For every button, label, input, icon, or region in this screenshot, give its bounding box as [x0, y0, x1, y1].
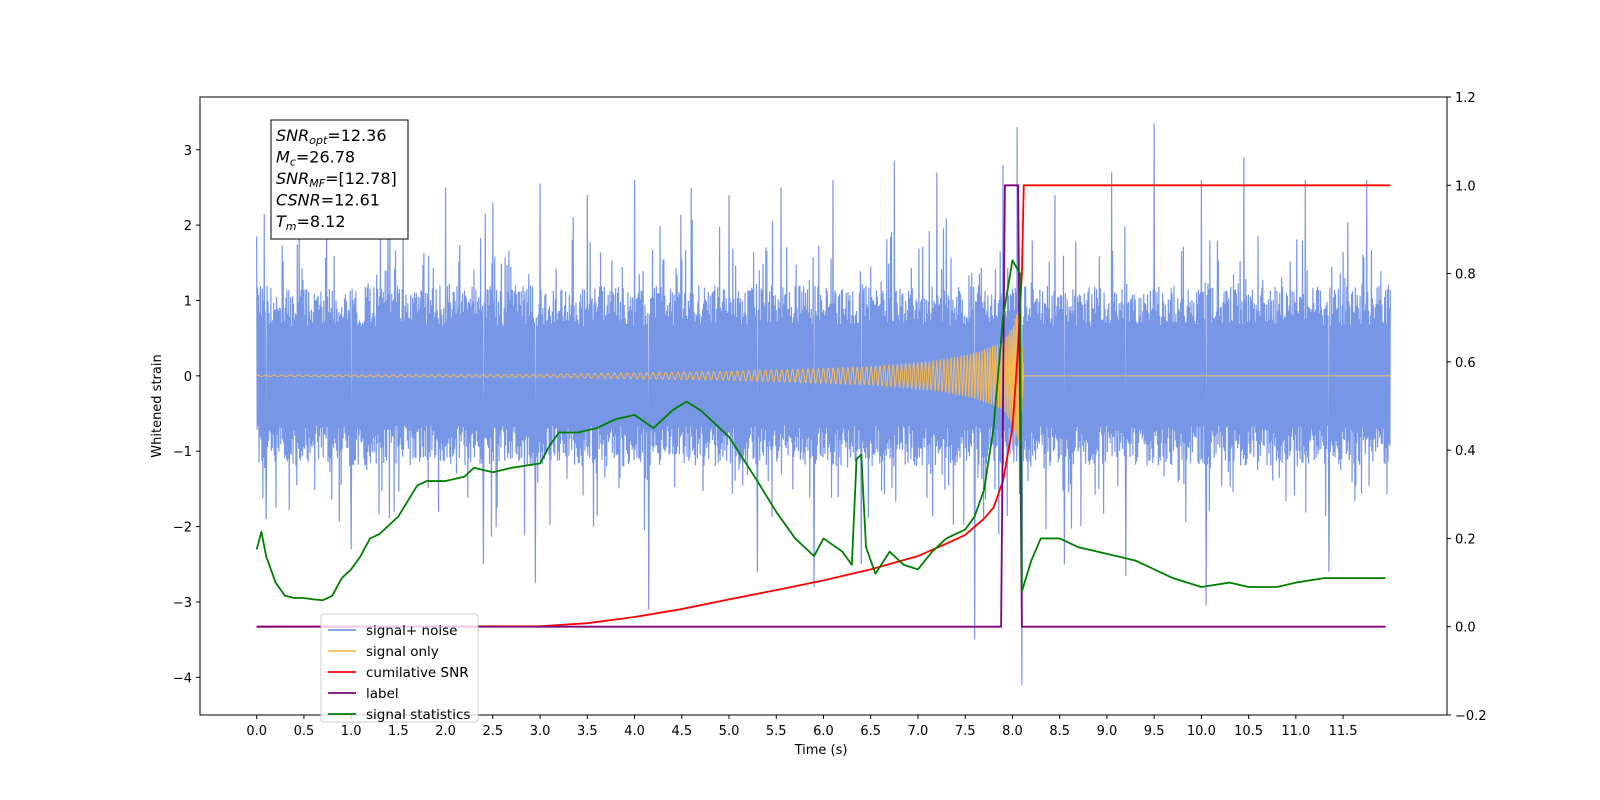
y-right-tick-label: −0.2: [1455, 709, 1487, 724]
stats-subscript: opt: [309, 134, 328, 147]
stats-symbol: SNR: [276, 126, 309, 145]
legend-items: signal+ noise signal only cumilative SNR la…: [328, 623, 470, 723]
x-tick-label: 4.5: [671, 724, 692, 739]
stats-line: CSNR=12.61: [276, 191, 380, 210]
stats-symbol: CSNR: [276, 191, 321, 210]
stats-box-frame: [270, 119, 409, 240]
legend-label: signal only: [366, 644, 439, 660]
stats-symbol: T: [276, 212, 287, 231]
x-tick-label: 10.5: [1234, 724, 1263, 739]
stats-subscript: MF: [309, 177, 325, 190]
x-tick-label: 11.5: [1329, 724, 1358, 739]
stats-line: SNRopt=12.36: [276, 126, 387, 147]
y-left-tick-label: −2: [173, 521, 192, 536]
x-tick-label: 6.0: [813, 724, 834, 739]
y-left-tick-label: −1: [173, 445, 192, 460]
stats-value: =[12.78]: [325, 169, 397, 188]
x-tick-label: 4.0: [624, 724, 645, 739]
y-right-axis-ticks: 1.2 1.0 0.8 0.6 0.4 0.2 0.0 −0.2: [1447, 91, 1487, 724]
y-left-tick-label: 3: [184, 144, 192, 159]
x-tick-label: 2.5: [483, 724, 504, 739]
stats-value: =8.12: [297, 212, 346, 231]
x-tick-label: 8.0: [1002, 724, 1023, 739]
stats-subscript: m: [286, 220, 297, 233]
x-tick-label: 10.0: [1187, 724, 1216, 739]
stats-line: Mc=26.78: [276, 148, 355, 169]
legend-label: label: [366, 686, 399, 702]
y-right-tick-label: 0.4: [1455, 444, 1476, 459]
series-layer: [255, 123, 1391, 685]
x-tick-label: 11.0: [1281, 724, 1310, 739]
stats-symbol: SNR: [276, 169, 309, 188]
stats-value: =12.36: [327, 126, 386, 145]
y-right-tick-label: 1.0: [1455, 179, 1476, 194]
x-tick-label: 0.5: [294, 724, 315, 739]
stats-line: Tm=8.12: [276, 212, 346, 233]
x-axis-label: Time (s): [794, 743, 848, 758]
y-left-tick-label: −4: [173, 671, 192, 686]
legend-label: signal statistics: [366, 707, 470, 723]
stats-line: SNRMF=[12.78]: [276, 169, 397, 190]
legend: signal+ noise signal only cumilative SNR la…: [320, 613, 479, 723]
stats-value: =12.61: [321, 191, 380, 210]
x-tick-label: 5.5: [766, 724, 787, 739]
x-tick-label: 3.5: [577, 724, 598, 739]
stats-subscript: c: [290, 156, 296, 169]
y-left-axis-ticks: 3 2 1 0 −1 −2 −3 −4: [173, 144, 200, 686]
y-right-tick-label: 0.0: [1455, 621, 1476, 636]
y-right-tick-label: 0.8: [1455, 268, 1476, 283]
x-tick-label: 0.0: [246, 724, 267, 739]
x-tick-label: 7.5: [955, 724, 976, 739]
x-tick-label: 6.5: [860, 724, 881, 739]
stats-annotation-box: SNRopt=12.36Mc=26.78SNRMF=[12.78]CSNR=12…: [270, 119, 409, 240]
legend-label: signal+ noise: [366, 623, 457, 639]
x-tick-label: 3.0: [530, 724, 551, 739]
stats-symbol: M: [276, 148, 290, 167]
series-signal-noise: [256, 123, 1391, 685]
y-right-tick-label: 0.6: [1455, 356, 1476, 371]
y-left-tick-label: 0: [184, 370, 192, 385]
x-tick-label: 2.0: [435, 724, 456, 739]
x-axis-ticks: 0.0 0.5 1.0 1.5 2.0 2.5 3.0 3.5 4.0 4.5 5.0 5.5 6.0 6…: [246, 715, 1358, 739]
y-right-tick-label: 0.2: [1455, 532, 1476, 547]
y-right-tick-label: 1.2: [1455, 91, 1476, 106]
y-left-tick-label: 2: [184, 219, 192, 234]
x-tick-label: 7.0: [908, 724, 929, 739]
x-tick-label: 9.5: [1144, 724, 1165, 739]
y-left-tick-label: 1: [184, 294, 192, 309]
legend-label: cumilative SNR: [366, 665, 469, 681]
series-cumulative-snr: [256, 184, 1391, 628]
series-signal-statistics: [255, 259, 1386, 602]
stats-value: =26.78: [296, 148, 355, 167]
x-tick-label: 8.5: [1049, 724, 1070, 739]
x-tick-label: 5.0: [719, 724, 740, 739]
x-tick-label: 1.0: [341, 724, 362, 739]
series-signal-only: [256, 306, 1391, 447]
y-left-tick-label: −3: [173, 596, 192, 611]
stats-lines: SNRopt=12.36Mc=26.78SNRMF=[12.78]CSNR=12…: [276, 126, 397, 233]
x-tick-label: 1.5: [388, 724, 409, 739]
x-tick-label: 9.0: [1097, 724, 1118, 739]
series-label: [256, 184, 1386, 628]
legend-frame: [320, 613, 479, 723]
y-axis-label: Whitened strain: [150, 354, 165, 457]
